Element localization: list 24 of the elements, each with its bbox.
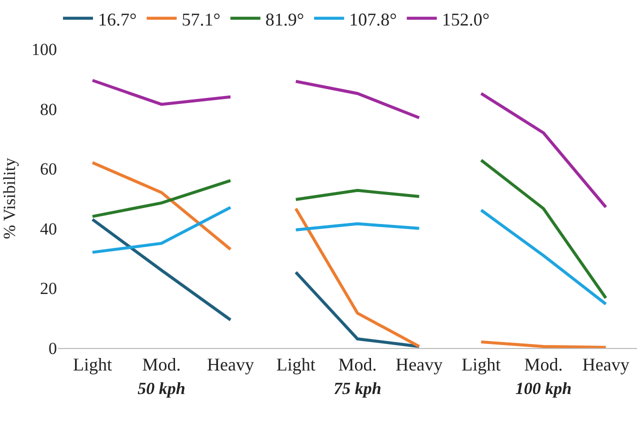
x-tick-label: Light bbox=[276, 354, 316, 375]
y-tick-label: 60 bbox=[40, 160, 57, 179]
legend-label: 57.1° bbox=[182, 9, 220, 30]
x-tick-label: Light bbox=[462, 354, 501, 375]
y-tick-label: 80 bbox=[40, 100, 57, 119]
x-axis-title: 75 kph bbox=[334, 379, 382, 398]
y-axis-title: % Visibility bbox=[0, 157, 19, 240]
x-tick-label: Mod. bbox=[338, 354, 377, 375]
legend-label: 107.8° bbox=[349, 9, 397, 30]
legend-label: 152.0° bbox=[442, 9, 490, 30]
legend-label: 16.7° bbox=[98, 9, 137, 30]
x-tick-label: Heavy bbox=[396, 354, 443, 375]
x-axis-title: 100 kph bbox=[515, 379, 572, 398]
x-tick-label: Heavy bbox=[582, 354, 630, 375]
y-tick-label: 100 bbox=[32, 40, 57, 59]
y-tick-label: 0 bbox=[48, 338, 57, 358]
y-tick-label: 20 bbox=[40, 279, 57, 298]
x-tick-label: Light bbox=[73, 354, 112, 375]
x-tick-label: Heavy bbox=[207, 354, 254, 375]
legend-label: 81.9° bbox=[265, 9, 304, 30]
x-tick-label: Mod. bbox=[524, 354, 563, 375]
x-tick-label: Mod. bbox=[142, 354, 181, 375]
y-tick-label: 40 bbox=[40, 219, 57, 238]
x-axis-title: 50 kph bbox=[138, 379, 186, 398]
